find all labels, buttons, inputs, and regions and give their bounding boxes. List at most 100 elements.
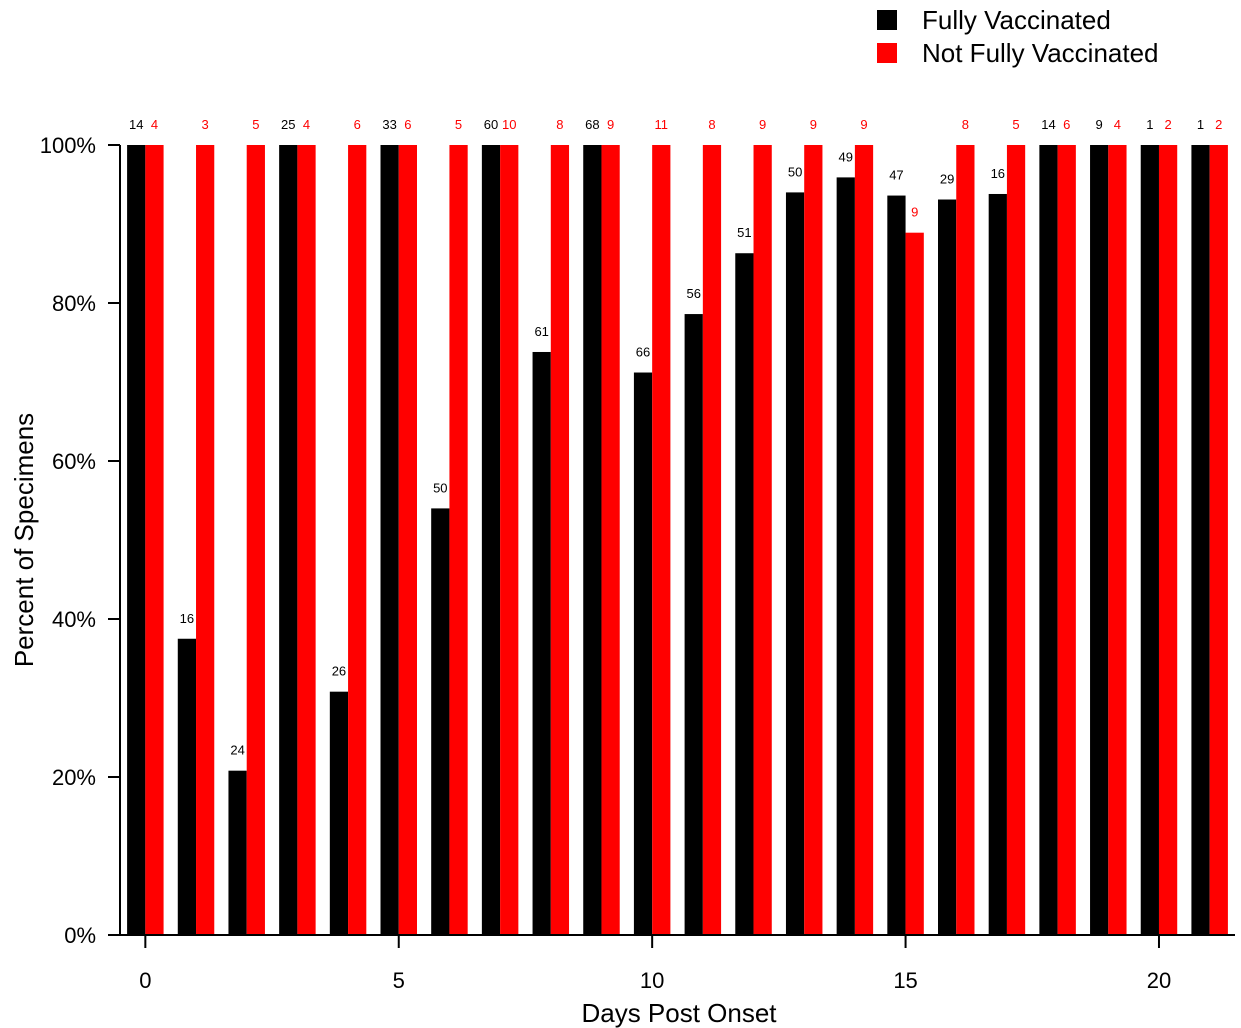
bar-label-fully-vaccinated-day-20: 1	[1146, 117, 1153, 132]
bar-fully-vaccinated-day-5	[380, 145, 399, 935]
bar-label-fully-vaccinated-day-14: 49	[839, 149, 853, 164]
bar-label-not-fully-vaccinated-day-4: 6	[354, 117, 361, 132]
y-tick-label-100: 100%	[40, 133, 96, 158]
bar-label-not-fully-vaccinated-day-6: 5	[455, 117, 462, 132]
bar-label-fully-vaccinated-day-10: 66	[636, 345, 650, 360]
bar-not-fully-vaccinated-day-20	[1158, 145, 1178, 935]
bar-label-not-fully-vaccinated-day-18: 6	[1063, 117, 1070, 132]
bar-label-fully-vaccinated-day-8: 61	[534, 324, 548, 339]
bar-label-not-fully-vaccinated-day-2: 5	[252, 117, 259, 132]
x-tick-label-15: 15	[893, 968, 917, 993]
bar-label-not-fully-vaccinated-day-15: 9	[911, 205, 918, 220]
bar-label-fully-vaccinated-day-5: 33	[382, 117, 396, 132]
bar-fully-vaccinated-day-11	[684, 314, 703, 935]
bar-label-fully-vaccinated-day-13: 50	[788, 164, 802, 179]
bar-label-not-fully-vaccinated-day-5: 6	[404, 117, 411, 132]
bar-fully-vaccinated-day-20	[1140, 145, 1159, 935]
y-tick-label-60: 60%	[52, 449, 96, 474]
bar-not-fully-vaccinated-day-9	[601, 145, 620, 935]
bar-fully-vaccinated-day-16	[938, 199, 957, 935]
bar-label-fully-vaccinated-day-12: 51	[737, 225, 751, 240]
bar-fully-vaccinated-day-0	[127, 145, 146, 935]
bars	[127, 145, 1228, 936]
bar-label-fully-vaccinated-day-18: 14	[1041, 117, 1055, 132]
bar-label-not-fully-vaccinated-day-7: 10	[502, 117, 516, 132]
bar-not-fully-vaccinated-day-17	[1006, 145, 1026, 935]
bar-label-not-fully-vaccinated-day-8: 8	[556, 117, 563, 132]
bar-not-fully-vaccinated-day-15	[905, 232, 924, 935]
bar-not-fully-vaccinated-day-0	[145, 145, 164, 935]
y-tick-label-20: 20%	[52, 765, 96, 790]
bar-label-not-fully-vaccinated-day-12: 9	[759, 117, 766, 132]
y-axis-title: Percent of Specimens	[9, 413, 39, 667]
bar-fully-vaccinated-day-3	[279, 145, 298, 935]
bar-label-fully-vaccinated-day-19: 9	[1096, 117, 1103, 132]
bar-label-not-fully-vaccinated-day-21: 2	[1215, 117, 1222, 132]
x-tick-label-10: 10	[640, 968, 664, 993]
bar-not-fully-vaccinated-day-16	[956, 145, 975, 935]
x-tick-label-5: 5	[393, 968, 405, 993]
bar-label-fully-vaccinated-day-21: 1	[1197, 117, 1204, 132]
bar-fully-vaccinated-day-9	[583, 145, 602, 935]
bar-fully-vaccinated-day-15	[887, 195, 906, 935]
bar-not-fully-vaccinated-day-8	[550, 145, 570, 935]
bar-label-fully-vaccinated-day-1: 16	[180, 611, 194, 626]
bar-label-not-fully-vaccinated-day-10: 11	[655, 117, 669, 132]
x-tick-label-0: 0	[139, 968, 151, 993]
bar-label-not-fully-vaccinated-day-3: 4	[303, 117, 310, 132]
bar-fully-vaccinated-day-10	[633, 372, 653, 935]
bar-not-fully-vaccinated-day-19	[1108, 145, 1127, 935]
bar-fully-vaccinated-day-1	[177, 638, 197, 935]
bar-label-not-fully-vaccinated-day-13: 9	[810, 117, 817, 132]
bar-not-fully-vaccinated-day-21	[1209, 145, 1228, 935]
bar-fully-vaccinated-day-21	[1191, 145, 1210, 935]
bar-label-not-fully-vaccinated-day-14: 9	[860, 117, 867, 132]
bar-not-fully-vaccinated-day-18	[1057, 145, 1076, 935]
bar-not-fully-vaccinated-day-12	[753, 145, 772, 935]
bar-label-fully-vaccinated-day-6: 50	[433, 480, 447, 495]
x-tick-label-20: 20	[1147, 968, 1171, 993]
y-tick-label-40: 40%	[52, 607, 96, 632]
bar-fully-vaccinated-day-12	[735, 253, 754, 936]
bar-not-fully-vaccinated-day-2	[246, 145, 265, 935]
bar-not-fully-vaccinated-day-3	[297, 145, 316, 935]
bar-fully-vaccinated-day-14	[836, 177, 855, 935]
bar-not-fully-vaccinated-day-14	[854, 145, 874, 935]
y-tick-label-80: 80%	[52, 291, 96, 316]
bar-label-fully-vaccinated-day-16: 29	[940, 172, 954, 187]
bar-fully-vaccinated-day-6	[431, 508, 450, 935]
legend-label-fully-vaccinated: Fully Vaccinated	[922, 5, 1111, 35]
bar-label-fully-vaccinated-day-9: 68	[585, 117, 599, 132]
bar-label-not-fully-vaccinated-day-11: 8	[708, 117, 715, 132]
bar-fully-vaccinated-day-7	[481, 145, 501, 935]
bar-not-fully-vaccinated-day-11	[702, 145, 722, 935]
bar-label-fully-vaccinated-day-11: 56	[686, 286, 700, 301]
bar-not-fully-vaccinated-day-10	[652, 145, 671, 935]
bar-fully-vaccinated-day-19	[1090, 145, 1109, 935]
bar-label-fully-vaccinated-day-4: 26	[332, 664, 346, 679]
bar-fully-vaccinated-day-2	[228, 770, 247, 935]
bar-label-not-fully-vaccinated-day-9: 9	[607, 117, 614, 132]
bar-label-fully-vaccinated-day-2: 24	[230, 743, 244, 758]
legend-swatch-fully-vaccinated	[877, 10, 897, 30]
bar-label-fully-vaccinated-day-0: 14	[129, 117, 143, 132]
bar-label-not-fully-vaccinated-day-16: 8	[962, 117, 969, 132]
bar-fully-vaccinated-day-4	[329, 691, 349, 935]
bar-fully-vaccinated-day-18	[1039, 145, 1058, 935]
bar-label-not-fully-vaccinated-day-20: 2	[1164, 117, 1171, 132]
x-axis-title: Days Post Onset	[581, 998, 777, 1028]
bar-label-fully-vaccinated-day-3: 25	[281, 117, 295, 132]
bar-not-fully-vaccinated-day-13	[804, 145, 823, 935]
bar-label-fully-vaccinated-day-15: 47	[889, 168, 903, 183]
legend-swatch-not-fully-vaccinated	[877, 43, 897, 63]
bar-not-fully-vaccinated-day-4	[348, 145, 367, 935]
bar-fully-vaccinated-day-13	[785, 192, 805, 935]
bar-not-fully-vaccinated-day-5	[398, 145, 417, 935]
legend-label-not-fully-vaccinated: Not Fully Vaccinated	[922, 38, 1159, 68]
bar-label-fully-vaccinated-day-17: 16	[991, 166, 1005, 181]
bar-label-fully-vaccinated-day-7: 60	[484, 117, 498, 132]
bar-not-fully-vaccinated-day-1	[196, 145, 215, 935]
bar-not-fully-vaccinated-day-6	[449, 145, 468, 935]
legend: Fully Vaccinated Not Fully Vaccinated	[877, 5, 1159, 68]
